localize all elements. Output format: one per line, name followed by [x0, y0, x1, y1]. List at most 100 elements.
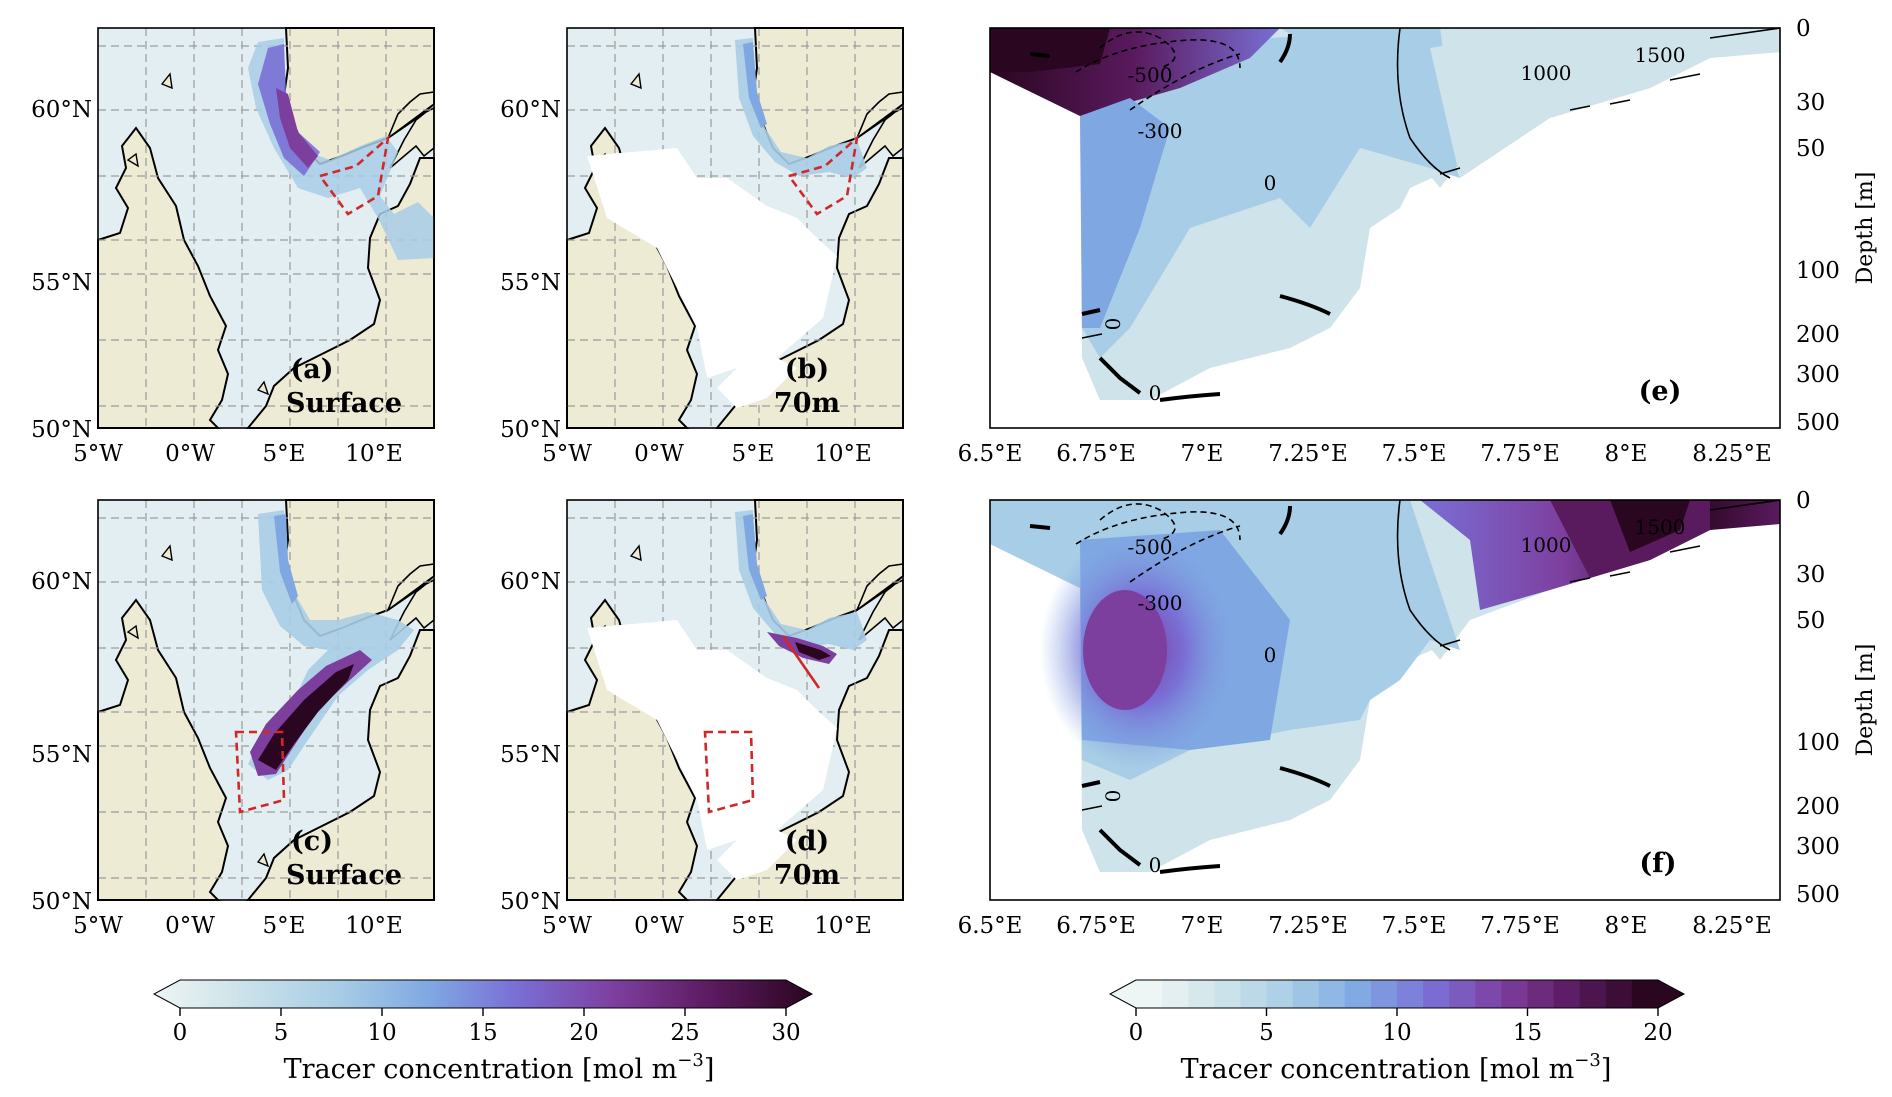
section-axis-labels: 6.5°E 6.75°E 7°E 7.25°E 7.5°E 7.75°E 8°E…	[958, 16, 1878, 939]
contour-label: 0	[1149, 381, 1162, 405]
colorbar-extend-max	[1658, 980, 1684, 1008]
panel-label-b: 70m	[774, 388, 840, 419]
panel-tag-f: (f)	[1639, 848, 1676, 879]
svg-text:55°N: 55°N	[31, 270, 92, 296]
colorbar-step	[1631, 980, 1659, 1008]
svg-text:55°N: 55°N	[500, 742, 561, 768]
colorbar-tick-label: 25	[670, 1020, 699, 1046]
colorbar-step	[1475, 980, 1502, 1008]
colorbar-tick-label: 5	[274, 1020, 289, 1046]
svg-text:60°N: 60°N	[31, 569, 92, 595]
svg-text:60°N: 60°N	[31, 97, 92, 123]
colorbar-tick-label: 5	[1259, 1020, 1274, 1046]
colorbar-step	[1214, 980, 1241, 1008]
contour-label: -500	[1128, 63, 1173, 87]
contour-label: 1000	[1521, 61, 1572, 85]
colorbar-right-ticks: 0 5 10 15 20	[1129, 1008, 1673, 1046]
colorbar-step	[1318, 980, 1346, 1008]
colorbar-step	[1553, 980, 1581, 1008]
contour-label: 1000	[1521, 533, 1572, 557]
map-panel-a: (a) Surface	[97, 27, 435, 429]
panel-tag-c: (c)	[291, 826, 333, 857]
map-panel-d: (d) 70m	[566, 499, 904, 901]
svg-text:5°E: 5°E	[732, 913, 775, 939]
svg-text:7.5°E: 7.5°E	[1382, 441, 1447, 467]
svg-text:0°W: 0°W	[634, 913, 684, 939]
depth-label-f: Depth [m]	[1853, 644, 1878, 757]
colorbar-tick-label: 0	[173, 1020, 188, 1046]
contour-label: 0	[1264, 171, 1277, 195]
svg-text:0°W: 0°W	[165, 913, 215, 939]
svg-text:300: 300	[1796, 362, 1840, 388]
contour-label: -500	[1128, 535, 1173, 559]
panel-tag-a: (a)	[290, 354, 333, 385]
map-panel-c: (c) Surface	[97, 499, 435, 901]
colorbar-tick-label: 15	[468, 1020, 497, 1046]
panel-tag-d: (d)	[785, 826, 829, 857]
contour-label: 0	[1101, 318, 1125, 331]
colorbar-step	[1136, 980, 1163, 1008]
svg-text:5°W: 5°W	[542, 913, 592, 939]
svg-text:50°N: 50°N	[31, 889, 92, 915]
section-panel-e: -500 -300 0 0 0 1000 1500 (e)	[989, 27, 1781, 429]
colorbar-tick-label: 0	[1129, 1020, 1144, 1046]
svg-text:50°N: 50°N	[31, 417, 92, 443]
svg-text:7.75°E: 7.75°E	[1480, 913, 1560, 939]
svg-text:5°W: 5°W	[73, 913, 123, 939]
contour-label: 1500	[1635, 515, 1686, 539]
section-line	[781, 635, 821, 689]
colorbar-step	[1370, 980, 1398, 1008]
svg-text:7.5°E: 7.5°E	[1382, 913, 1447, 939]
colorbar-step	[1162, 980, 1189, 1008]
svg-text:6.75°E: 6.75°E	[1056, 441, 1136, 467]
colorbar-tick-label: 10	[1382, 1020, 1411, 1046]
colorbar-right-steps	[1110, 980, 1684, 1008]
svg-text:60°N: 60°N	[500, 97, 561, 123]
svg-text:5°W: 5°W	[73, 441, 123, 467]
panel-tag-e: (e)	[1639, 376, 1682, 407]
colorbar-left: 0 5 10 15 20 25 30 Tracer concentration [mol m…	[152, 979, 814, 1085]
colorbar-tick-label: 20	[569, 1020, 598, 1046]
colorbar-tick-label: 20	[1643, 1020, 1672, 1046]
svg-text:0: 0	[1796, 488, 1811, 514]
colorbar-step	[1266, 980, 1294, 1008]
colorbar-step	[1292, 980, 1320, 1008]
map-panel-b: (b) 70m	[566, 27, 904, 429]
panel-label-a: Surface	[286, 388, 402, 419]
svg-text:10°E: 10°E	[345, 913, 403, 939]
colorbar-step	[1423, 980, 1450, 1008]
svg-text:0: 0	[1796, 16, 1811, 42]
svg-text:8°E: 8°E	[1605, 441, 1648, 467]
svg-text:6.75°E: 6.75°E	[1056, 913, 1136, 939]
colorbar-step	[1344, 980, 1372, 1008]
svg-text:100: 100	[1796, 730, 1840, 756]
svg-text:200: 200	[1796, 322, 1840, 348]
colorbar-step	[1449, 980, 1476, 1008]
svg-text:8.25°E: 8.25°E	[1692, 913, 1772, 939]
contour-label: 0	[1149, 853, 1162, 877]
colorbar-step	[1605, 980, 1633, 1008]
colorbar-step	[1527, 980, 1555, 1008]
colorbar-left-ticks: 0 5 10 15 20 25 30	[173, 1008, 801, 1046]
colorbar-step	[1501, 980, 1528, 1008]
svg-text:50°N: 50°N	[500, 417, 561, 443]
svg-text:10°E: 10°E	[345, 441, 403, 467]
svg-text:5°W: 5°W	[542, 441, 592, 467]
svg-text:50°N: 50°N	[500, 889, 561, 915]
svg-text:6.5°E: 6.5°E	[958, 441, 1023, 467]
svg-text:500: 500	[1796, 882, 1840, 908]
svg-text:0°W: 0°W	[634, 441, 684, 467]
svg-text:7.75°E: 7.75°E	[1480, 441, 1560, 467]
svg-text:7.25°E: 7.25°E	[1268, 441, 1348, 467]
svg-text:30: 30	[1796, 90, 1825, 116]
svg-text:30: 30	[1796, 562, 1825, 588]
source-box	[703, 730, 755, 814]
colorbar-step	[1240, 980, 1267, 1008]
source-box	[234, 730, 286, 814]
svg-text:7.25°E: 7.25°E	[1268, 913, 1348, 939]
svg-text:200: 200	[1796, 794, 1840, 820]
svg-text:0°W: 0°W	[165, 441, 215, 467]
contour-label: 1500	[1635, 43, 1686, 67]
svg-text:55°N: 55°N	[500, 270, 561, 296]
